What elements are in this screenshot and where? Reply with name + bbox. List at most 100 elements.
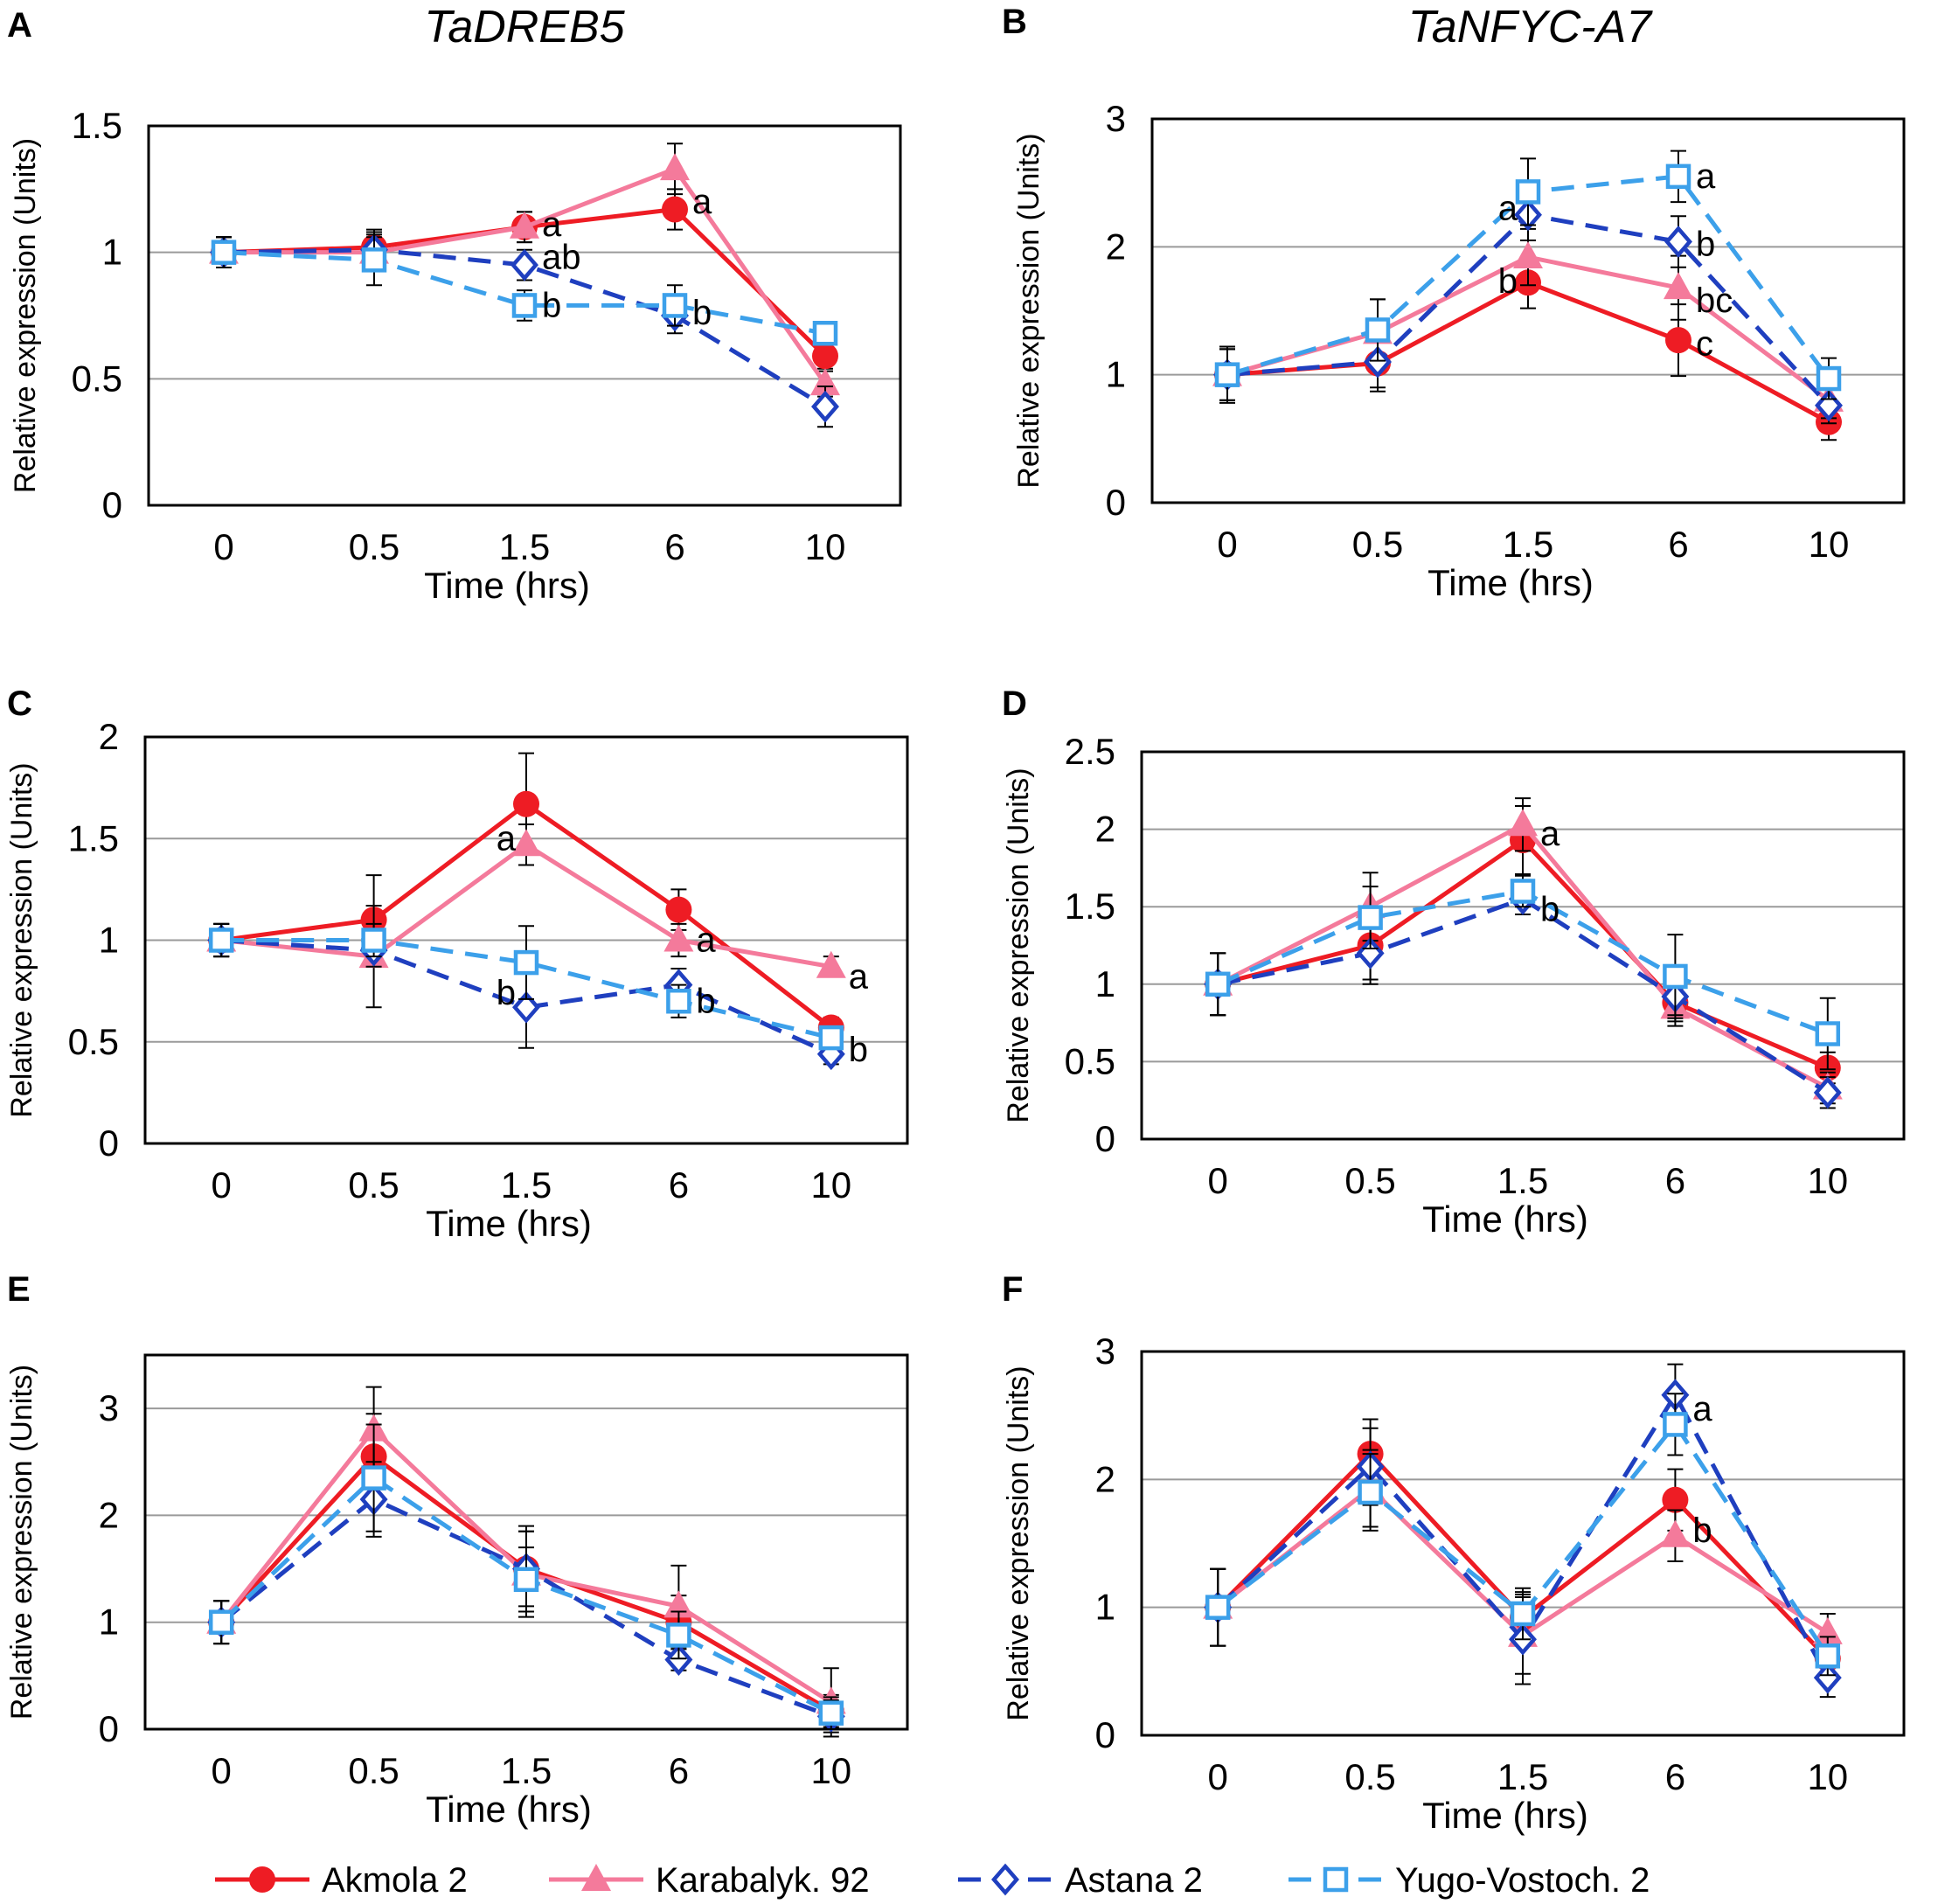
legend-item: Astana 2 [958, 1861, 1203, 1900]
legend: Akmola 2 Karabalyk. 92 Astana 2 Yugo-Vostoc… [215, 1861, 1650, 1900]
panel-a: A TaDREB5 0 0.5 1 1.5 0 0.5 1.5 6 10 Time (hrs) Rela… [7, 2, 902, 606]
data-point [1660, 1519, 1691, 1547]
y-axis-label: Relative expression (Units) [1002, 1365, 1035, 1720]
y-tick-label: 0 [1095, 1714, 1115, 1755]
significance-letter: a [1540, 815, 1560, 853]
significance-letter: b [1540, 891, 1559, 929]
x-tick-label: 10 [810, 1164, 851, 1206]
panel-letter: D [1002, 684, 1027, 723]
data-point [511, 248, 538, 281]
data-point [662, 293, 688, 318]
data-point [211, 240, 237, 265]
x-tick-label: 0 [212, 1750, 232, 1791]
significance-letter: c [1696, 325, 1713, 364]
y-axis-label: Relative expression (Units) [1012, 133, 1045, 488]
data-point [818, 1700, 844, 1726]
x-tick-label: 10 [810, 1750, 851, 1791]
data-point [510, 211, 539, 239]
significance-letter: b [692, 294, 712, 332]
significance-letter: b [696, 982, 715, 1020]
x-tick-label: 0.5 [1352, 524, 1403, 565]
panel-letter: B [1002, 3, 1027, 41]
x-tick-label: 6 [1665, 1756, 1685, 1797]
y-tick-label: 0.5 [72, 358, 122, 399]
data-point [1364, 345, 1392, 379]
data-point [1508, 809, 1538, 837]
gene-title: TaNFYC-A7 [1408, 2, 1653, 52]
y-axis-label: Relative expression (Units) [5, 762, 38, 1117]
data-point [660, 153, 690, 181]
x-tick-label: 0.5 [1344, 1756, 1395, 1797]
x-tick-label: 0 [213, 526, 233, 567]
data-point [1665, 327, 1691, 354]
x-axis-label: Time (hrs) [1422, 1199, 1588, 1240]
significance-letter: bc [1696, 281, 1733, 320]
data-point [666, 989, 691, 1014]
y-tick-label: 3 [1095, 1331, 1115, 1372]
legend-marker [1323, 1866, 1349, 1893]
x-tick-label: 0.5 [349, 526, 399, 567]
panel-b: B TaNFYC-A7 0 1 2 3 0 0.5 1.5 6 10 Time (hrs) Relati… [1002, 2, 1906, 603]
y-tick-label: 2 [1106, 226, 1126, 267]
y-tick-label: 1.5 [72, 105, 122, 146]
x-tick-label: 0 [1208, 1756, 1228, 1797]
data-point [208, 1609, 234, 1635]
x-tick-label: 1.5 [501, 1750, 552, 1791]
x-axis-label: Time (hrs) [426, 1203, 592, 1244]
data-point [1815, 1643, 1841, 1669]
legend-label: Karabalyk. 92 [656, 1861, 870, 1900]
data-point [513, 790, 539, 817]
panel-letter: C [7, 684, 32, 723]
panel-f: F 0 1 2 3 0 0.5 1.5 6 10 Time (hrs) Relative expres… [1002, 1270, 1906, 1836]
x-axis-label: Time (hrs) [1422, 1795, 1588, 1836]
y-tick-label: 2.5 [1065, 731, 1115, 772]
panel-d: D 0 0.5 1 1.5 2 2.5 0 0.5 1.5 6 10 Time (hrs) Relativ… [1002, 684, 1906, 1240]
y-axis-label: Relative expression (Units) [9, 138, 42, 493]
significance-letter: a [1692, 1390, 1712, 1428]
data-point [663, 924, 694, 952]
series-astana-2 [210, 228, 839, 428]
data-point [1205, 1595, 1231, 1620]
plot-frame [1150, 117, 1906, 504]
x-tick-label: 6 [669, 1164, 689, 1206]
data-point [208, 928, 234, 953]
panel-c: C 0 0.5 1 1.5 2 0 0.5 1.5 6 10 Time (hrs) Relative e… [5, 684, 909, 1244]
panel-letter: E [7, 1270, 31, 1309]
data-point [1663, 963, 1688, 990]
y-tick-label: 2 [1095, 1458, 1115, 1499]
data-point [1815, 1021, 1841, 1046]
y-tick-label: 1.5 [1065, 886, 1115, 927]
data-point [1214, 362, 1240, 387]
y-tick-label: 2 [99, 1494, 119, 1535]
data-point [361, 1465, 386, 1491]
x-tick-label: 1.5 [1503, 524, 1553, 565]
y-tick-label: 1 [102, 232, 122, 273]
x-tick-label: 1.5 [1497, 1756, 1548, 1797]
data-point [1358, 1479, 1383, 1505]
significance-letter: b [1696, 225, 1715, 263]
y-tick-label: 3 [1106, 98, 1126, 139]
y-tick-label: 2 [1095, 809, 1115, 850]
legend-marker [991, 1863, 1019, 1896]
plot-frame [143, 735, 909, 1145]
significance-letter: a [497, 819, 517, 858]
x-tick-label: 0.5 [1344, 1160, 1395, 1201]
data-point [1665, 163, 1691, 190]
data-point [361, 247, 387, 273]
series-yugo-vostoch-2 [1205, 874, 1841, 1071]
significance-letter: a [1498, 189, 1518, 227]
legend-item: Yugo-Vostoch. 2 [1289, 1861, 1650, 1900]
x-tick-label: 10 [805, 526, 846, 567]
significance-letter: b [849, 1031, 868, 1069]
significance-letter: a [692, 183, 712, 221]
data-point [512, 990, 540, 1024]
y-tick-label: 0 [1095, 1118, 1115, 1159]
x-tick-label: 0 [1208, 1160, 1228, 1201]
data-point [665, 896, 692, 923]
data-point [812, 343, 838, 370]
y-tick-label: 0 [1106, 482, 1126, 523]
y-tick-label: 0.5 [68, 1021, 119, 1062]
panel-letter: A [7, 6, 32, 45]
series-yugo-vostoch-2 [208, 1423, 844, 1730]
